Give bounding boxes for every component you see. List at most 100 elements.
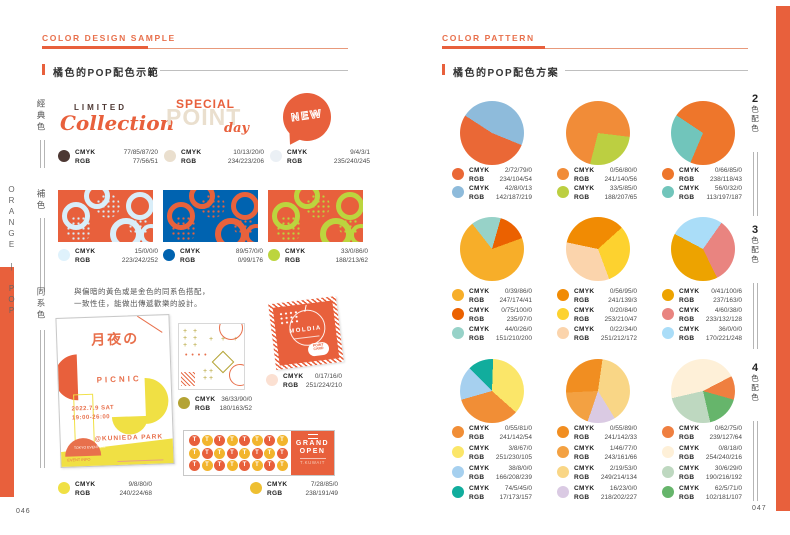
pie-chart-4color-1 — [460, 359, 524, 423]
group-label-classic: 經典色 — [36, 99, 46, 134]
letter-tile: T — [214, 435, 225, 446]
swatch-labels: CMYK RGB — [574, 465, 595, 481]
left-edge-tab — [0, 267, 14, 497]
letter-tile: T — [264, 447, 275, 459]
pattern-dot-cluster — [128, 214, 150, 236]
swatch-labels: CMYK RGB — [181, 149, 202, 165]
swatch-labels: CMYK RGB — [195, 396, 216, 412]
swatch-values: 44/0/26/0 151/210/200 — [495, 326, 532, 342]
sample-new-badge: NEW — [280, 93, 331, 155]
poster-time: 19:00-26:00 — [71, 414, 111, 422]
letter-tile: T — [239, 460, 250, 471]
swatch-labels: CMYK RGB — [574, 326, 595, 342]
letter-tile: T — [239, 447, 250, 459]
color-swatch-legend: CMYK RGB 0/66/85/0 238/118/43 — [662, 165, 742, 185]
swatch-values: 2/72/79/0 234/104/54 — [499, 167, 532, 183]
swatch-values: 0/66/85/0 238/118/43 — [709, 167, 742, 183]
swatch-color-dot — [662, 308, 674, 320]
group-rule — [40, 330, 45, 468]
swatch-values: 0/62/75/0 239/127/64 — [709, 425, 742, 441]
swatch-color-dot — [662, 168, 674, 180]
swatch-color-dot — [58, 482, 70, 494]
row-label-2color: 2 色配色 — [750, 93, 760, 134]
color-swatch-legend: CMYK RGB 0/8/18/0 254/240/216 — [662, 443, 742, 463]
group-rule — [40, 140, 45, 168]
swatch-values: 0/56/95/0 241/139/3 — [608, 288, 637, 304]
pie-chart-3color-3 — [671, 217, 735, 281]
color-swatch-legend: CMYK RGB 0/55/81/0 241/142/54 — [452, 423, 532, 443]
swatch-labels: CMYK RGB — [469, 167, 490, 183]
pattern-dot-cluster — [276, 216, 302, 242]
color-swatch-legend: CMYK RGB 4/60/38/0 233/132/128 — [662, 305, 742, 325]
pie-chart-3color-1 — [460, 217, 524, 281]
motif-hatch-square — [181, 372, 195, 386]
color-swatch-legend: CMYK RGB 0/17/16/0 251/224/210 — [266, 371, 342, 391]
swatch-color-dot — [557, 289, 569, 301]
swatch-values: 0/55/81/0 241/142/54 — [499, 425, 532, 441]
poster-deco-line — [136, 315, 163, 333]
color-swatch-legend: CMYK RGB 0/20/84/0 253/210/47 — [557, 305, 637, 325]
sample-special-point-day: POINT SPECIAL day — [166, 97, 250, 136]
row-label-4color: 4 色配色 — [750, 362, 760, 403]
color-swatch-legend: CMYK RGB 16/23/0/0 218/202/227 — [557, 483, 637, 503]
swatch-values: 9/8/80/0 240/224/68 — [119, 481, 152, 497]
swatch-labels: CMYK RGB — [679, 288, 700, 304]
swatch-labels: CMYK RGB — [574, 185, 595, 201]
color-swatch-legend: CMYK RGB 0/56/95/0 241/139/3 — [557, 286, 637, 306]
moldia-bubble: POINT CARD — [307, 341, 330, 357]
section-title-bar — [42, 64, 45, 75]
poster-subtitle: PICNIC — [96, 374, 142, 385]
swatch-color-dot — [452, 168, 464, 180]
grand-open-title: GRAND OPEN — [295, 440, 330, 455]
group-label-analogous: 同系色 — [36, 287, 46, 322]
header-rule — [442, 48, 748, 49]
swatch-values: 1/46/77/0 243/161/66 — [604, 445, 637, 461]
poster-title: 月夜の — [90, 330, 140, 348]
swatch-values: 0/20/84/0 253/210/47 — [604, 307, 637, 323]
swatch-values: 74/5/45/0 17/173/157 — [499, 485, 532, 501]
sample-limited-collection: LIMITED Collection — [60, 103, 175, 135]
letter-tile: T — [276, 447, 288, 459]
letter-tile: T — [226, 435, 238, 446]
section-title-rule — [160, 70, 348, 71]
swatch-color-dot — [58, 249, 70, 261]
chapter-side-label: ORANGE | POP — [7, 185, 16, 317]
color-swatch-legend: CMYK RGB 56/0/32/0 113/197/187 — [662, 183, 742, 203]
letter-tile: T — [276, 460, 288, 471]
swatch-values: 38/8/0/0 166/208/239 — [495, 465, 532, 481]
color-swatch-legend: CMYK RGB 15/0/0/0 223/242/252 — [58, 246, 158, 266]
swatch-color-dot — [662, 426, 674, 438]
page-number-right: 047 — [752, 505, 767, 512]
letter-tile: T — [264, 435, 275, 446]
color-swatch-legend: CMYK RGB 0/22/34/0 251/212/172 — [557, 324, 637, 344]
swatch-color-dot — [557, 186, 569, 198]
swatch-labels: CMYK RGB — [267, 481, 288, 497]
poster-footer-co: TOKYO EVENT CO. — [73, 445, 106, 450]
swatch-values: 0/41/100/6 237/163/0 — [711, 288, 742, 304]
left-page-header: COLOR DESIGN SAMPLE — [42, 33, 176, 43]
motif-plus-grid: + + + + + + — [183, 328, 200, 349]
swatch-values: 0/39/86/0 247/174/41 — [499, 288, 532, 304]
section-title-rule — [565, 70, 748, 71]
swatch-labels: CMYK RGB — [283, 373, 304, 389]
pattern-swatch-orange-on-blue — [163, 190, 258, 242]
moldia-point-card: MOLDIA POINT CARD — [268, 296, 344, 370]
swatch-color-dot — [557, 308, 569, 320]
letter-tile: T — [226, 460, 238, 471]
letter-tile: T — [189, 435, 200, 446]
gold-motif-pattern: + + + + + + + + + • • • • + + + + — [178, 323, 245, 390]
analogous-description-line2: 一致性佳，能做出傳遞歡樂的設計。 — [74, 299, 202, 308]
swatch-labels: CMYK RGB — [75, 481, 96, 497]
swatch-labels: CMYK RGB — [679, 326, 700, 342]
letter-tile: T — [251, 435, 263, 446]
crest-ornament — [307, 434, 318, 439]
color-swatch-legend: CMYK RGB 74/5/45/0 17/173/157 — [452, 483, 532, 503]
color-swatch-legend: CMYK RGB 0/75/100/0 235/97/0 — [452, 305, 532, 325]
poster-footer-info: EVENT INFO — [67, 457, 91, 463]
swatch-labels: CMYK RGB — [679, 167, 700, 183]
page-number-left: 046 — [16, 508, 31, 515]
swatch-color-dot — [662, 446, 674, 458]
swatch-color-dot — [164, 150, 176, 162]
pie-chart-4color-3 — [671, 359, 735, 423]
swatch-color-dot — [662, 466, 674, 478]
